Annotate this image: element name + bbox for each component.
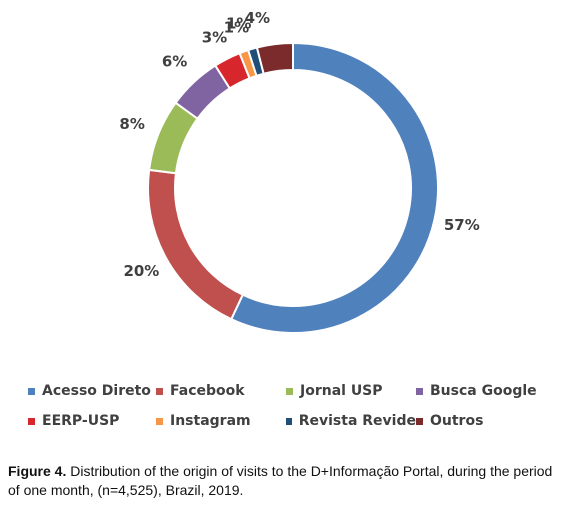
legend-swatch bbox=[286, 417, 292, 425]
legend-item-busca-google: Busca Google bbox=[416, 383, 556, 399]
data-label-revista-revide: 1% bbox=[226, 14, 251, 32]
legend-item-instagram: Instagram bbox=[156, 413, 286, 429]
donut-chart: 57% 20% 8% 6% 3%1%1%4% bbox=[119, 9, 480, 334]
slice-acesso-direto bbox=[229, 41, 439, 334]
legend-label: Busca Google bbox=[430, 383, 537, 399]
legend-label: Outros bbox=[430, 413, 484, 429]
legend-swatch bbox=[286, 387, 293, 395]
data-label-acesso-direto: 57% bbox=[444, 216, 480, 234]
donut-slices bbox=[147, 41, 439, 334]
legend-swatch bbox=[28, 417, 35, 425]
legend-item-acesso-direto: Acesso Direto bbox=[28, 383, 156, 399]
legend-swatch bbox=[28, 387, 35, 395]
caption-text: Distribution of the origin of visits to … bbox=[8, 463, 553, 498]
legend-swatch bbox=[156, 417, 163, 425]
legend-swatch bbox=[416, 387, 423, 395]
legend-label: EERP-USP bbox=[42, 413, 120, 429]
legend-item-outros: Outros bbox=[416, 413, 556, 429]
data-label-outros: 4% bbox=[245, 9, 270, 27]
caption-label: Figure 4. bbox=[8, 463, 67, 479]
legend-label: Instagram bbox=[170, 413, 251, 429]
legend-label: Acesso Direto bbox=[42, 383, 151, 399]
figure-caption: Figure 4. Distribution of the origin of … bbox=[8, 462, 558, 500]
data-label-eerp-usp: 3% bbox=[202, 28, 227, 46]
data-label-instagram: 1% bbox=[224, 19, 249, 37]
data-label-busca-google: 6% bbox=[162, 52, 187, 70]
data-label-facebook: 20% bbox=[123, 262, 159, 280]
legend-swatch bbox=[156, 387, 163, 395]
legend-item-jornal-usp: Jornal USP bbox=[286, 383, 416, 399]
chart-legend: Acesso Direto Facebook Jornal USP Busca Goo… bbox=[28, 383, 558, 429]
slice-labels: 57% 20% 8% 6% 3%1%1%4% bbox=[119, 9, 479, 280]
legend-item-facebook: Facebook bbox=[156, 383, 286, 399]
legend-item-revista-revide: Revista Revide bbox=[286, 413, 416, 429]
legend-label: Jornal USP bbox=[300, 383, 383, 399]
data-label-jornal-usp: 8% bbox=[119, 115, 144, 133]
legend-swatch bbox=[416, 417, 423, 425]
slice-outros bbox=[255, 41, 294, 75]
slice-facebook bbox=[147, 168, 245, 321]
legend-item-eerp-usp: EERP-USP bbox=[28, 413, 156, 429]
legend-label: Revista Revide bbox=[298, 413, 416, 429]
legend-label: Facebook bbox=[170, 383, 245, 399]
